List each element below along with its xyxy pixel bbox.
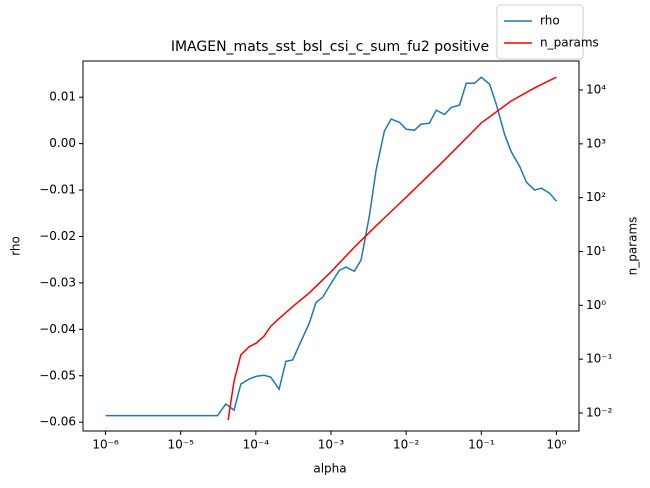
legend-box <box>496 4 584 60</box>
y-tick-label: 0.01 <box>49 90 76 104</box>
y2-tick-label: 10⁻¹ <box>586 352 613 366</box>
y-tick-label: −0.03 <box>39 275 76 289</box>
legend-label: rho <box>540 14 560 28</box>
y-tick-label: −0.05 <box>39 368 76 382</box>
x-tick-label: 10⁻⁵ <box>167 438 194 452</box>
y-tick-label: −0.06 <box>39 415 76 429</box>
y2-tick-label: 10² <box>586 190 606 204</box>
x-tick-label: 10⁻² <box>393 438 420 452</box>
y-tick-label: −0.02 <box>39 229 76 243</box>
x-tick-label: 10⁻³ <box>318 438 345 452</box>
y2-tick-label: 10³ <box>586 136 606 150</box>
y-tick-label: −0.04 <box>39 322 76 336</box>
y-tick-label: 0.00 <box>49 136 76 150</box>
y-axis-label: rho <box>9 236 23 256</box>
chart-title: IMAGEN_mats_sst_bsl_csi_c_sum_fu2 positi… <box>171 39 489 55</box>
plot-area <box>105 76 558 421</box>
x-tick-label: 10⁻⁴ <box>243 438 270 452</box>
legend-label: n_params <box>540 36 599 50</box>
plot-frame <box>82 60 580 432</box>
y2-tick-label: 10⁻² <box>586 405 613 419</box>
y2-tick-label: 10¹ <box>586 244 606 258</box>
x-tick-label: 10⁰ <box>546 438 566 452</box>
y2-tick-label: 10⁴ <box>586 83 606 97</box>
y2-axis-label: n_params <box>626 217 640 276</box>
x-tick-label: 10⁻¹ <box>468 438 495 452</box>
series-line <box>227 76 557 421</box>
x-tick-label: 10⁻⁶ <box>92 438 119 452</box>
x-axis-label: alpha <box>313 462 346 476</box>
y2-tick-label: 10⁰ <box>586 298 606 312</box>
y-tick-label: −0.01 <box>39 183 76 197</box>
series-line <box>105 76 558 417</box>
